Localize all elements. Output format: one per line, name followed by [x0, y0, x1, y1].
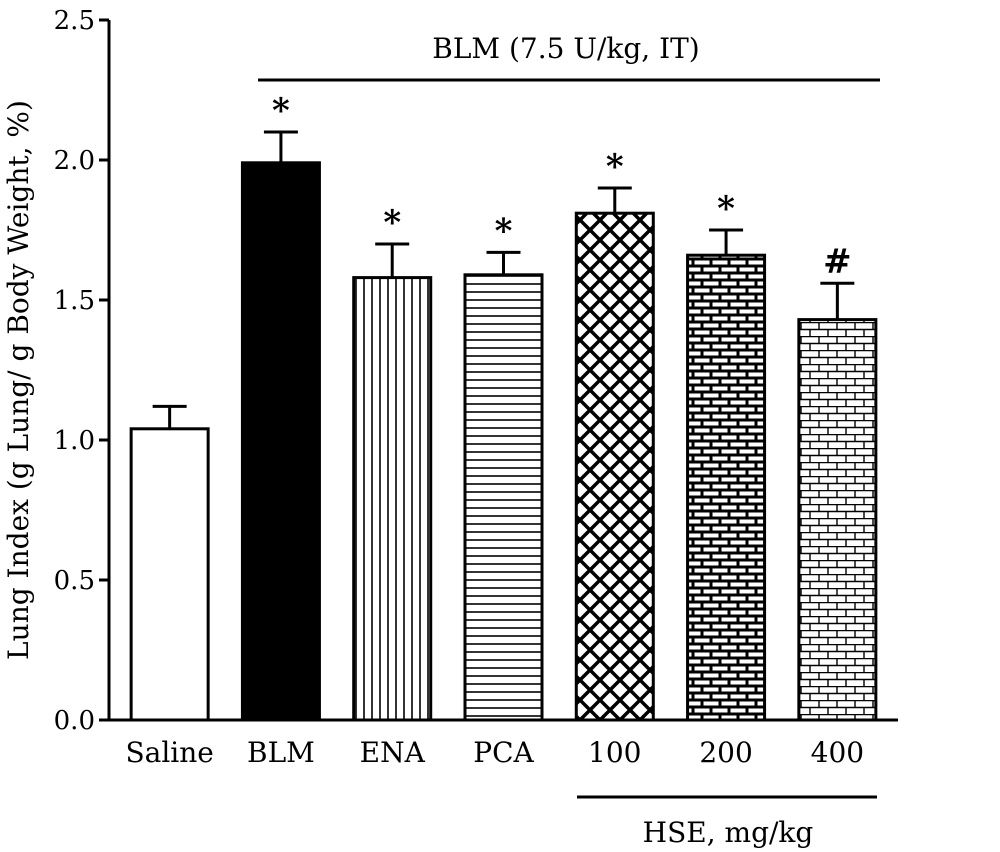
x-tick-label: Saline — [125, 736, 213, 769]
y-tick-label: 2.0 — [54, 146, 95, 176]
significance-mark: # — [823, 242, 852, 282]
x-tick-label: 200 — [699, 736, 752, 769]
x-tick-label: 400 — [811, 736, 864, 769]
bar-100 — [574, 211, 655, 722]
significance-mark: * — [272, 91, 290, 131]
y-tick-label: 1.5 — [54, 286, 95, 316]
significance-mark: * — [495, 211, 513, 251]
significance-mark: * — [717, 189, 735, 229]
bar-saline — [129, 427, 210, 722]
bars — [129, 130, 878, 722]
bar-pca — [463, 273, 544, 722]
hse-group-label: HSE, mg/kg — [643, 816, 814, 849]
y-axis-label: Lung Index (g Lung/ g Body Weight, %) — [2, 100, 35, 660]
y-tick-label: 2.5 — [54, 6, 95, 36]
x-tick-label: BLM — [247, 736, 315, 769]
y-tick-label: 1.0 — [54, 426, 95, 456]
labels: 0.0 0.5 1.0 1.5 2.0 2.5 Saline * BLM * ENA * PCA * 100… — [54, 6, 864, 769]
bar-ena — [352, 276, 433, 722]
bar-blm — [240, 161, 321, 722]
y-tick-label: 0.0 — [54, 706, 95, 736]
significance-mark: * — [606, 147, 624, 187]
y-tick-label: 0.5 — [54, 566, 95, 596]
blm-group-label: BLM (7.5 U/kg, IT) — [432, 32, 699, 65]
significance-mark: * — [383, 203, 401, 243]
x-tick-label: ENA — [360, 736, 426, 769]
x-tick-label: PCA — [473, 736, 534, 769]
bar-200 — [686, 253, 767, 722]
x-tick-label: 100 — [588, 736, 641, 769]
bar-400 — [797, 318, 878, 722]
